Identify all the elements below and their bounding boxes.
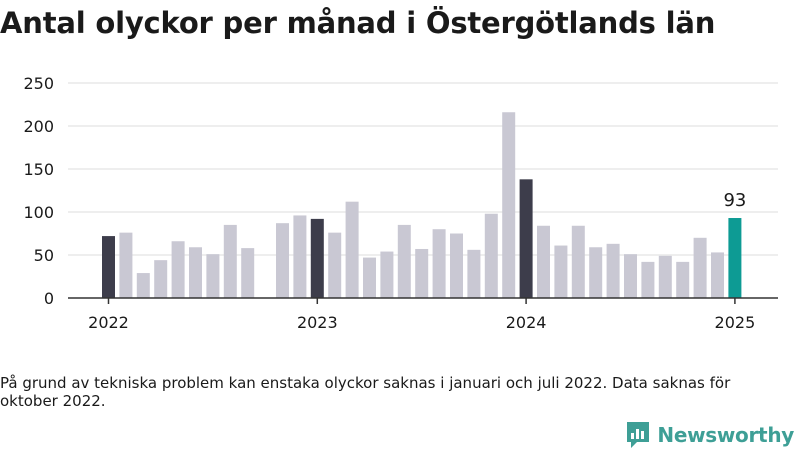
bar-2024-05 [589,247,603,298]
bar-2023-08 [432,229,446,298]
newsworthy-logo-icon [627,422,650,448]
bar-2022-02 [119,232,133,298]
bar-2024-10 [676,261,690,298]
bar-2024-08 [641,261,655,298]
bar-2023-05 [380,251,394,298]
bar-2022-09 [241,248,255,298]
bar-chart: 0 50 100 150 200 250 2022 2023 2024 2025 93 [23,74,778,332]
y-tick-label: 250 [23,74,54,93]
bar-2023-01 [310,218,324,298]
bar-2025-01 [728,218,742,298]
grid-lines [68,82,778,256]
bar-2022-03 [136,273,150,298]
brand-name: Newsworthy [657,423,794,447]
bar-2023-12 [502,112,516,299]
x-axis-ticks: 2022 2023 2024 2025 [88,298,755,332]
bar-2022-08 [223,224,237,298]
y-tick-label: 100 [23,203,54,222]
chart-title: Antal olyckor per månad i Östergötlands … [0,6,716,40]
bar-2024-09 [658,255,672,298]
x-tick-label: 2022 [88,313,129,332]
bar-2024-04 [571,225,585,298]
bar-2023-09 [450,233,463,298]
x-tick-label: 2025 [715,313,756,332]
bar-2023-02 [328,232,342,298]
data-labels: 93 [723,190,746,211]
x-tick-label: 2023 [297,313,338,332]
bar-2023-04 [363,257,376,298]
y-tick-label: 50 [34,246,54,265]
x-tick-label: 2024 [506,313,547,332]
y-tick-label: 150 [23,160,54,179]
y-axis-ticks: 0 50 100 150 200 250 [23,74,54,308]
bar-2024-12 [711,252,724,298]
bar-2024-03 [554,245,568,298]
bar-2022-11 [276,223,289,298]
bar-2024-01 [519,179,533,298]
bar-2022-05 [171,241,185,298]
bar-2024-07 [624,254,637,298]
bar-2022-01 [102,236,115,298]
bar-2024-02 [537,225,550,298]
bar-2023-03 [345,201,359,298]
bar-2023-06 [397,224,411,298]
bar-2022-06 [189,247,202,298]
brand-logo: Newsworthy [625,420,794,450]
y-tick-label: 200 [23,117,54,136]
chart-footnote: På grund av tekniska problem kan enstaka… [0,374,731,410]
bar-2023-11 [484,213,498,298]
data-label-latest: 93 [723,190,746,211]
bar-2022-04 [154,260,168,298]
bar-2023-07 [415,248,429,298]
bar-2024-06 [606,243,620,298]
bars [102,112,742,299]
y-tick-label: 0 [44,289,54,308]
bar-2022-12 [293,215,307,298]
bar-2024-11 [693,237,707,298]
bar-2022-07 [206,254,220,298]
bar-2023-10 [467,249,481,298]
